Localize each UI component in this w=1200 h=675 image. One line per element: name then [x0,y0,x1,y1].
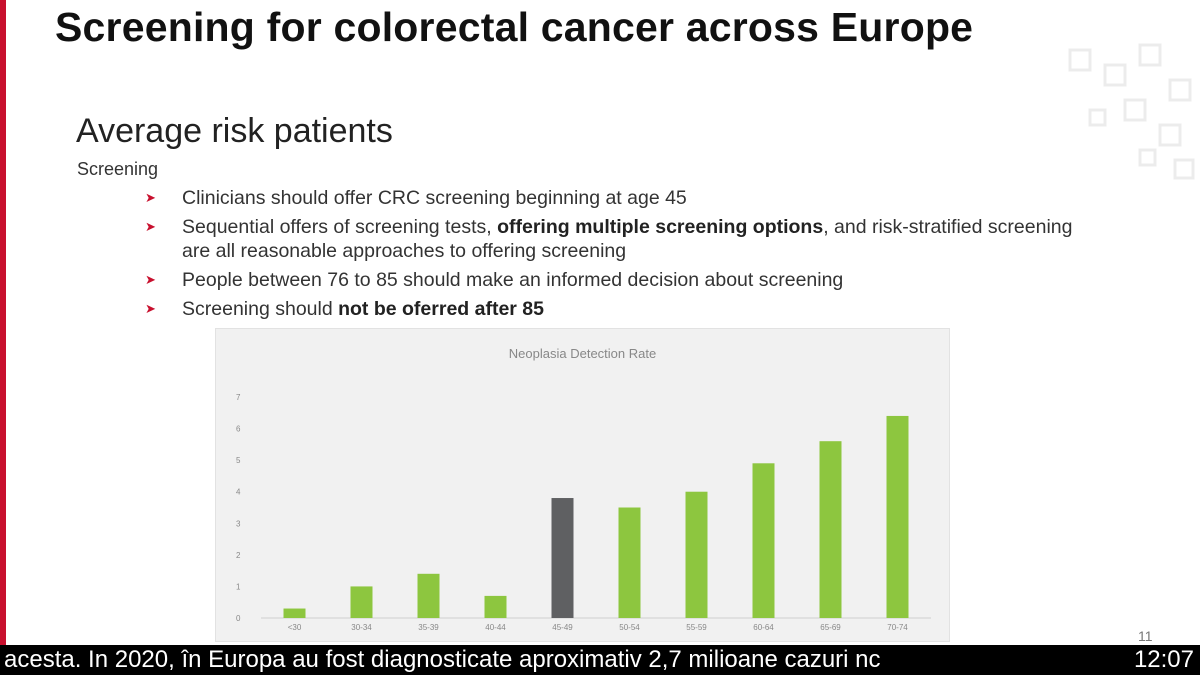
bar-30-34 [350,586,373,618]
bar-55-59 [685,491,708,618]
accent-bar [0,0,6,645]
chart-title: Neoplasia Detection Rate [508,346,657,361]
caption-bar: acesta. In 2020, în Europa au fost diagn… [0,645,1200,675]
y-tick-label: 3 [236,519,241,528]
background-pattern-decoration [1068,43,1195,180]
bullet-arrow-icon: ➤ [145,219,156,234]
x-tick-label: 55-59 [686,623,707,632]
bullet-text: Screening should [182,298,339,320]
chart-panel: 0 1 2 3 4 5 6 7 <30 30-34 35-39 40-44 45-49 50-54 55-5… [215,328,950,642]
bullet-text: Sequential offers of screening tests, [182,216,498,238]
bar-65-69 [819,441,842,618]
x-tick-label: 65-69 [820,623,841,632]
bar-60-64 [752,463,775,618]
bullet-item: ➤ Clinicians should offer CRC screening b… [145,186,1105,210]
bullet-arrow-icon: ➤ [145,272,156,287]
x-tick-label: <30 [288,623,302,632]
slide-title: Screening for colorectal cancer across E… [55,4,974,50]
bullet-emphasis: offering multiple screening options [497,216,824,238]
y-tick-label: 6 [236,425,241,434]
bullet-text: , and risk-stratified screening are all … [182,216,1073,262]
bullet-text: Clinicians should offer CRC screening be… [182,187,687,209]
bullet-list: ➤ Clinicians should offer CRC screening b… [145,186,1105,326]
bullet-arrow-icon: ➤ [145,301,156,316]
bar-40-44 [484,595,507,618]
bullet-item: ➤ Sequential offers of screening tests, o… [145,215,1105,263]
bar-70-74 [886,415,909,618]
y-tick-label: 0 [236,614,241,623]
bar-35-39 [417,573,440,618]
bullet-emphasis: not be oferred after 85 [338,298,544,320]
bullet-arrow-icon: ➤ [145,190,156,205]
x-tick-label: 50-54 [619,623,640,632]
bar-<30 [283,608,306,618]
bullet-text: People between 76 to 85 should make an i… [182,269,844,291]
x-tick-label: 45-49 [552,623,573,632]
slide-subtitle: Average risk patients [76,112,393,150]
x-tick-label: 30-34 [351,623,372,632]
x-tick-label: 40-44 [485,623,506,632]
y-tick-label: 7 [236,393,241,402]
page-number: 11 [1138,628,1153,644]
section-label: Screening [77,159,159,179]
y-tick-label: 1 [236,582,241,591]
y-tick-label: 2 [236,551,241,560]
bullet-item: ➤ People between 76 to 85 should make an … [145,268,1105,292]
y-tick-label: 5 [236,456,241,465]
x-tick-label: 35-39 [418,623,439,632]
y-tick-label: 4 [236,488,241,497]
caption-time: 12:07 [1133,646,1194,673]
bullet-item: ➤ Screening should not be oferred after 8… [145,297,1105,321]
bar-50-54 [618,507,641,618]
bar-45-49 [551,498,574,618]
x-tick-label: 60-64 [753,623,774,632]
caption-text: acesta. In 2020, în Europa au fost diagn… [4,646,881,673]
x-tick-label: 70-74 [887,623,908,632]
bar-chart: 0 1 2 3 4 5 6 7 <30 30-34 35-39 40-44 45-49 50-54 55-5… [236,393,931,632]
